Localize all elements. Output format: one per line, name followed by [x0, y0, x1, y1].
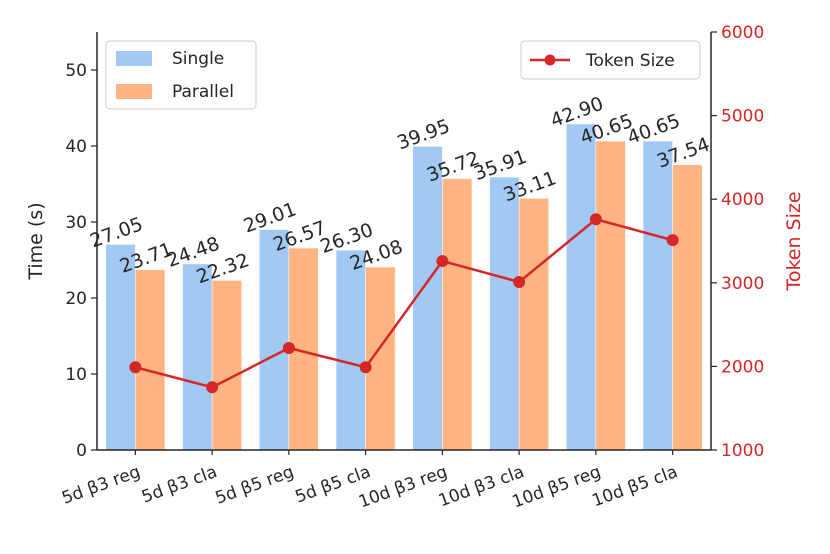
bar-parallel-1 [211, 280, 242, 451]
y-tick-label-0: 0 [76, 441, 87, 461]
x-tick-label-2: 5d β5 reg [213, 462, 297, 509]
bar-single-6 [566, 123, 597, 451]
legend-swatch-single [116, 51, 152, 66]
bar-parallel-6 [595, 140, 626, 451]
y2-axis-title: Token Size [783, 191, 805, 291]
y2-tick-label-2: 3000 [721, 274, 764, 294]
y2-tick-label-5: 6000 [721, 23, 764, 43]
y-tick-label-4: 40 [65, 137, 87, 157]
token-size-line [135, 217, 673, 389]
bar-single-4 [412, 146, 443, 451]
token-size-point-3 [359, 361, 372, 374]
bar-parallel-4 [442, 178, 473, 451]
y-tick-label-3: 30 [65, 213, 87, 233]
y2-tick-label-1: 2000 [721, 357, 764, 377]
token-size-point-5 [513, 275, 526, 288]
legend-left: Single Parallel [105, 40, 257, 110]
y2-tick-label-4: 5000 [721, 107, 764, 127]
token-size-point-1 [206, 381, 219, 394]
bar-single-2 [259, 229, 290, 451]
legend-label-parallel: Parallel [172, 82, 234, 102]
y-tick-label-2: 20 [65, 289, 87, 309]
x-tick-label-6: 10d β5 reg [510, 462, 604, 513]
token-size-point-0 [129, 361, 142, 374]
token-size-point-4 [436, 255, 449, 268]
x-tick-label-1: 5d β3 cla [139, 462, 220, 508]
y-axis-title: Time (s) [25, 202, 47, 280]
bar-parallel-7 [672, 164, 703, 451]
legend-marker-token-size [544, 54, 556, 66]
legend-right-frame [520, 40, 701, 80]
x-tick-label-0: 5d β3 reg [59, 462, 143, 509]
x-tick-label-4: 10d β3 reg [356, 462, 450, 513]
token-size-point-6 [589, 213, 602, 226]
legend-right: Token Size [520, 40, 701, 80]
bar-single-7 [642, 140, 673, 451]
bar-single-0 [105, 244, 136, 451]
bar-parallel-5 [518, 198, 549, 451]
legend-swatch-parallel [116, 84, 152, 99]
bars-layer [105, 123, 703, 451]
line-layer [129, 213, 679, 394]
token-size-point-2 [282, 342, 295, 355]
y2-tick-label-0: 1000 [721, 441, 764, 461]
legend-label-token-size: Token Size [585, 51, 675, 71]
bar-parallel-0 [135, 269, 166, 451]
legend-label-single: Single [172, 49, 224, 69]
y-tick-label-1: 10 [65, 365, 87, 385]
bar-single-5 [489, 176, 520, 451]
y2-tick-label-3: 4000 [721, 190, 764, 210]
token-size-point-7 [666, 234, 679, 247]
bar-single-3 [335, 249, 366, 451]
bar-single-1 [182, 263, 213, 451]
x-tick-label-7: 10d β5 cla [589, 462, 680, 511]
bar-parallel-3 [365, 266, 396, 451]
y-tick-label-5: 50 [65, 61, 87, 81]
